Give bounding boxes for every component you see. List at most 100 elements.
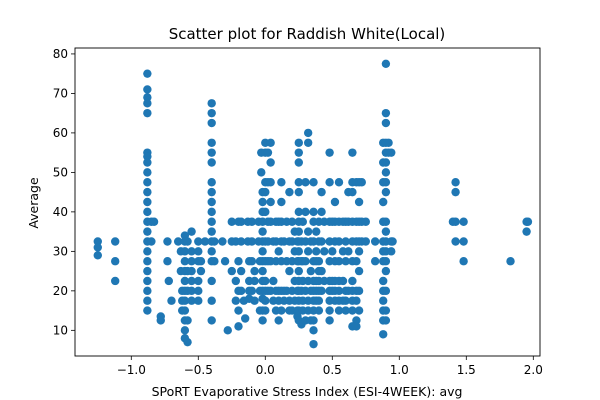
y-axis-label: Average	[26, 177, 41, 229]
data-point	[274, 247, 283, 256]
data-point	[93, 251, 102, 260]
data-point	[231, 276, 241, 286]
data-point	[250, 296, 259, 305]
data-point	[183, 316, 192, 325]
data-point	[348, 148, 357, 157]
data-point	[207, 296, 216, 305]
data-points	[93, 59, 533, 349]
data-point	[294, 266, 303, 276]
data-point	[143, 158, 152, 167]
data-point	[194, 247, 203, 256]
data-point	[207, 207, 216, 217]
data-point	[250, 276, 259, 286]
data-point	[354, 306, 364, 315]
data-point	[180, 306, 190, 315]
data-point	[194, 237, 203, 246]
data-point	[384, 138, 393, 147]
data-point	[314, 306, 324, 315]
data-point	[344, 247, 353, 256]
y-tick-label: 10	[53, 323, 68, 337]
data-point	[143, 85, 152, 94]
data-point	[361, 237, 370, 246]
data-point	[149, 217, 159, 226]
data-point	[111, 276, 120, 286]
data-point	[183, 237, 192, 246]
data-point	[261, 276, 270, 286]
data-point	[143, 247, 152, 256]
data-point	[381, 306, 391, 315]
data-point	[294, 158, 303, 167]
data-point	[334, 286, 344, 296]
data-point	[261, 296, 270, 305]
data-point	[143, 207, 152, 217]
data-point	[451, 237, 460, 246]
x-axis: −1.0 −0.5 0.0 0.5 1.0 1.5 2.0	[117, 356, 543, 377]
data-point	[354, 197, 364, 207]
data-point	[196, 266, 206, 276]
data-point	[194, 276, 203, 286]
data-point	[143, 197, 152, 207]
data-point	[207, 197, 216, 207]
data-point	[236, 266, 246, 276]
data-point	[328, 247, 337, 256]
data-point	[298, 217, 308, 226]
data-point	[258, 316, 267, 325]
data-point	[379, 330, 388, 339]
data-point	[269, 276, 278, 286]
data-point	[266, 138, 275, 147]
data-point	[294, 178, 303, 187]
data-point	[143, 152, 152, 161]
plot-frame	[74, 47, 541, 357]
data-point	[309, 207, 318, 217]
data-point	[196, 257, 206, 266]
data-point	[361, 217, 370, 226]
x-axis-label: SPoRT Evaporative Stress Index (ESI-4WEE…	[152, 384, 463, 399]
data-point	[317, 266, 326, 276]
data-point	[317, 237, 326, 246]
data-point	[285, 187, 294, 197]
data-point	[167, 296, 176, 305]
data-point	[266, 197, 275, 207]
data-point	[309, 326, 318, 335]
data-point	[207, 99, 216, 108]
data-point	[207, 148, 216, 157]
data-point	[277, 197, 286, 207]
data-point	[341, 257, 350, 266]
data-point	[381, 168, 391, 177]
data-point	[234, 306, 243, 315]
data-point	[93, 243, 102, 252]
data-point	[338, 276, 348, 286]
y-tick-label: 70	[53, 86, 68, 100]
data-point	[187, 286, 196, 296]
data-point	[234, 322, 243, 331]
data-point	[301, 207, 310, 217]
data-point	[451, 178, 460, 187]
data-point	[352, 296, 361, 305]
data-point	[314, 257, 324, 266]
data-point	[303, 128, 313, 138]
data-point	[207, 158, 216, 167]
data-point	[381, 286, 391, 296]
data-point	[143, 99, 152, 108]
data-point	[523, 217, 533, 226]
data-point	[180, 326, 190, 335]
data-point	[381, 227, 391, 236]
data-point	[261, 207, 270, 217]
data-point	[207, 276, 216, 286]
data-point	[348, 187, 357, 197]
data-point	[258, 266, 267, 276]
data-point	[354, 286, 364, 296]
data-point	[387, 247, 396, 256]
data-point	[352, 257, 361, 266]
data-point	[143, 257, 152, 266]
data-point	[143, 178, 152, 187]
data-point	[277, 306, 286, 315]
data-point	[200, 237, 210, 246]
data-point	[459, 237, 468, 246]
data-point	[180, 257, 190, 266]
data-point	[187, 266, 196, 276]
data-point	[301, 178, 310, 187]
data-point	[309, 316, 318, 325]
data-point	[266, 158, 275, 167]
data-point	[173, 237, 183, 246]
